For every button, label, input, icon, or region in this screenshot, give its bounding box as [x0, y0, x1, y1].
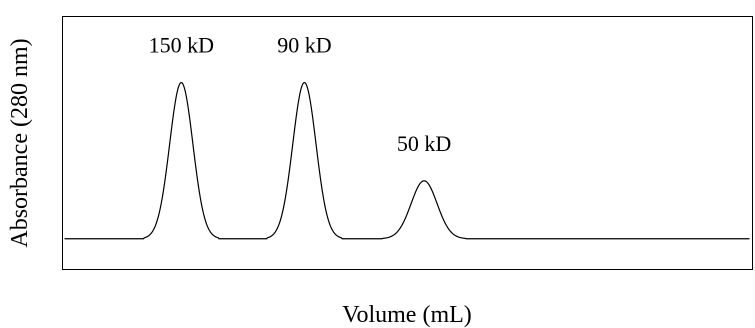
absorbance-trace	[64, 81, 750, 240]
y-axis-label: Absorbance (280 nm)	[7, 38, 33, 247]
x-axis-label: Volume (mL)	[342, 302, 472, 328]
peak-label-layer: 150 kD 90 kD 50 kD	[149, 33, 452, 156]
peak-label: 50 kD	[397, 131, 451, 156]
plot-frame	[62, 16, 753, 270]
peak-label: 90 kD	[277, 33, 331, 58]
trace-layer	[64, 81, 750, 240]
peak-label: 150 kD	[149, 33, 214, 58]
